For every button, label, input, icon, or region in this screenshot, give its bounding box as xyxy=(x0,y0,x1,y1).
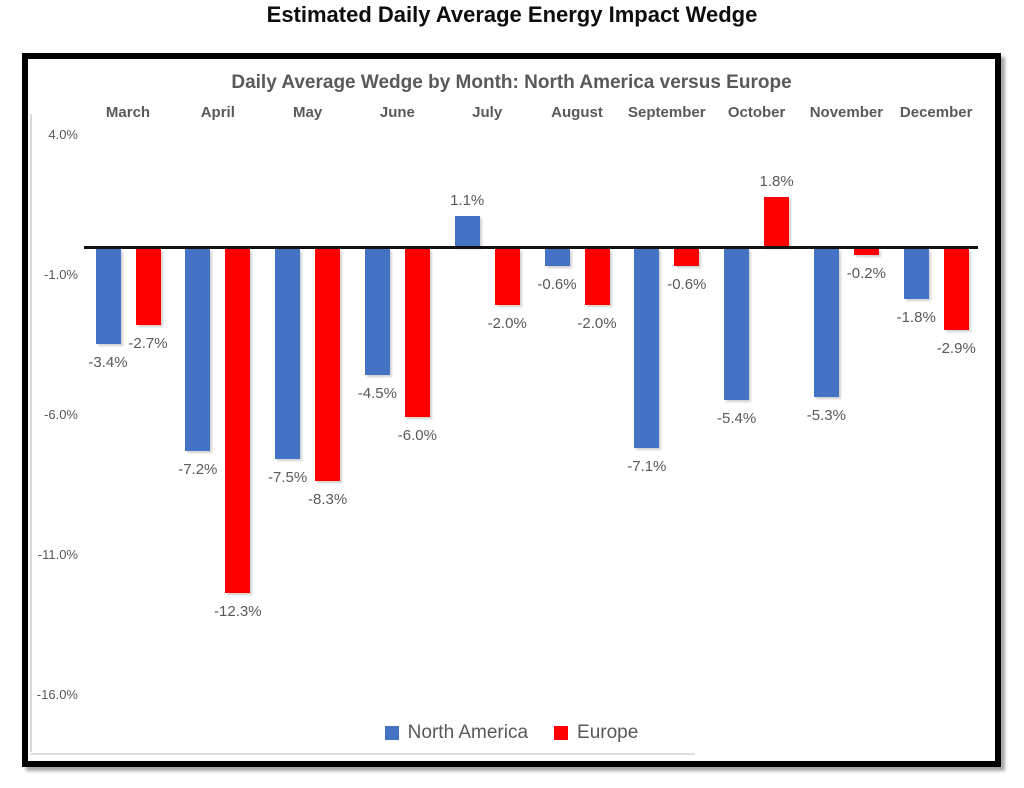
chart-title: Daily Average Wedge by Month: North Amer… xyxy=(231,72,792,93)
category-label-december: December xyxy=(899,104,973,121)
bar-europe-september xyxy=(674,249,700,266)
data-label-north-america-august: -0.6% xyxy=(537,275,577,293)
bar-north-america-july xyxy=(454,216,480,247)
data-label-europe-july: -2.0% xyxy=(487,315,527,332)
data-label-europe-may: -8.3% xyxy=(308,491,348,509)
bar-north-america-june xyxy=(364,249,390,375)
bar-north-america-april xyxy=(185,249,211,451)
data-label-europe-march: -2.7% xyxy=(128,334,168,352)
data-label-north-america-march: -3.4% xyxy=(88,354,128,372)
data-label-europe-april: -12.3% xyxy=(214,603,262,621)
bar-north-america-october xyxy=(724,249,750,401)
bar-north-america-march xyxy=(95,249,121,345)
category-label-april: April xyxy=(200,104,235,121)
category-label-august: August xyxy=(551,104,603,121)
category-label-october: October xyxy=(727,104,786,121)
legend-item-europe: Europe xyxy=(554,722,638,744)
data-label-north-america-july: 1.1% xyxy=(450,192,485,210)
bar-europe-october xyxy=(764,196,790,247)
bar-europe-may xyxy=(315,249,341,482)
y-axis-tick-label: -1.0% xyxy=(44,267,78,282)
legend-swatch-north-america xyxy=(384,726,399,740)
bar-north-america-november xyxy=(813,249,839,398)
zero-axis-line xyxy=(84,246,978,249)
legend-swatch-europe xyxy=(554,726,569,740)
bar-north-america-december xyxy=(903,249,929,300)
page-title: Estimated Daily Average Energy Impact We… xyxy=(266,2,758,27)
y-axis-tick-label: -6.0% xyxy=(44,407,78,422)
bar-europe-april xyxy=(225,249,251,594)
legend: North America Europe xyxy=(28,722,995,744)
category-label-september: September xyxy=(628,104,706,121)
category-label-november: November xyxy=(809,104,884,121)
bar-europe-march xyxy=(135,249,161,325)
legend-label-europe: Europe xyxy=(577,722,639,743)
bar-europe-june xyxy=(404,249,430,417)
data-label-europe-june: -6.0% xyxy=(397,427,437,444)
bar-europe-july xyxy=(494,249,520,305)
category-label-march: March xyxy=(105,104,151,121)
y-axis-tick-label: -11.0% xyxy=(37,547,78,562)
data-label-north-america-april: -7.2% xyxy=(178,460,218,478)
data-label-north-america-october: -5.4% xyxy=(717,410,757,428)
category-label-july: July xyxy=(472,104,503,121)
chart-frame: Daily Average Wedge by Month: North Amer… xyxy=(22,53,1001,767)
category-label-june: June xyxy=(379,104,415,121)
chart-area-border-left xyxy=(30,114,32,752)
bar-north-america-august xyxy=(544,249,570,266)
data-label-europe-august: -2.0% xyxy=(577,315,617,332)
data-label-europe-november: -0.2% xyxy=(846,264,886,282)
data-label-north-america-november: -5.3% xyxy=(806,407,846,425)
data-label-north-america-june: -4.5% xyxy=(357,385,397,402)
chart-area-border-bottom xyxy=(30,753,695,755)
legend-item-north-america: North America xyxy=(384,722,529,744)
bar-north-america-may xyxy=(275,249,301,459)
data-label-europe-december: -2.9% xyxy=(936,340,976,358)
bar-europe-august xyxy=(584,249,610,305)
bar-europe-december xyxy=(943,249,969,331)
data-label-north-america-may: -7.5% xyxy=(268,469,308,486)
bar-europe-november xyxy=(853,249,879,255)
data-label-europe-october: 1.8% xyxy=(759,172,794,190)
category-label-may: May xyxy=(293,104,323,121)
legend-label-north-america: North America xyxy=(407,722,529,743)
data-label-europe-september: -0.6% xyxy=(667,275,707,293)
y-axis-tick-label: -16.0% xyxy=(36,687,78,702)
y-axis-tick-label: 4.0% xyxy=(48,127,78,142)
plot-area: 4.0% -1.0% -6.0% -11.0% -16.0% March April May J… xyxy=(28,59,995,761)
data-label-north-america-december: -1.8% xyxy=(896,309,936,327)
data-label-north-america-september: -7.1% xyxy=(627,457,667,475)
bar-north-america-september xyxy=(634,249,660,448)
